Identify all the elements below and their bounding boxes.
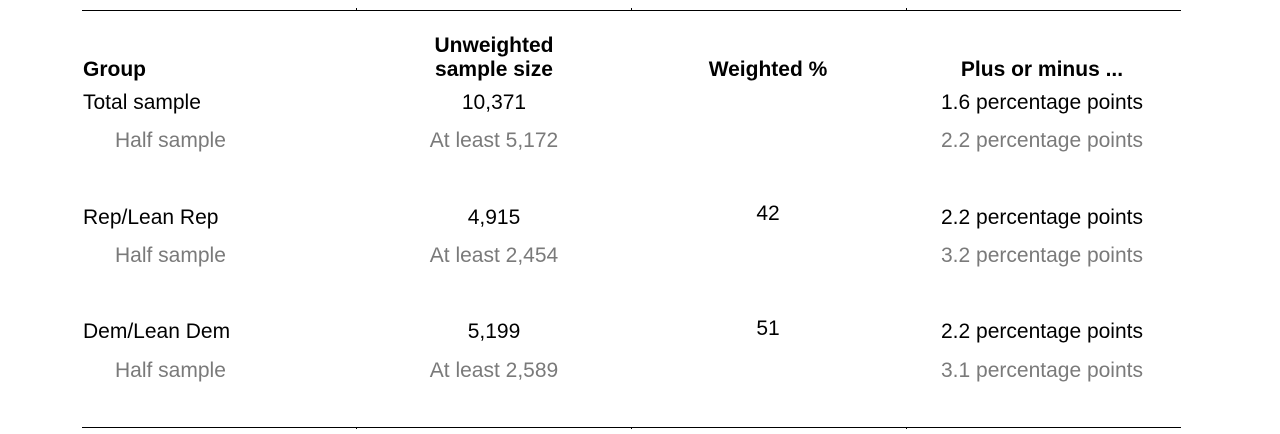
half-row-unweighted: At least 5,172 — [429, 129, 559, 152]
top-rule — [82, 10, 1181, 11]
header-group: Group — [83, 58, 146, 81]
row-unweighted: 10,371 — [461, 91, 527, 114]
half-row-group: Half sample — [115, 129, 226, 152]
row-weighted: 42 — [756, 202, 780, 225]
header-moe: Plus or minus ... — [960, 58, 1124, 81]
row-group: Total sample — [83, 91, 201, 114]
half-row-moe: 3.2 percentage points — [941, 244, 1143, 267]
row-group: Rep/Lean Rep — [83, 206, 219, 229]
header-unweighted-line2: sample size — [435, 58, 553, 81]
column-tick — [631, 427, 632, 429]
header-unweighted-line1: Unweighted — [434, 34, 554, 57]
column-tick — [631, 8, 632, 10]
row-moe: 2.2 percentage points — [941, 320, 1143, 343]
column-tick — [356, 427, 357, 429]
half-row-unweighted: At least 2,454 — [429, 244, 559, 267]
row-moe: 1.6 percentage points — [941, 91, 1143, 114]
half-row-moe: 3.1 percentage points — [941, 359, 1143, 382]
row-weighted: 51 — [756, 317, 780, 340]
half-row-moe: 2.2 percentage points — [941, 129, 1143, 152]
row-moe: 2.2 percentage points — [941, 206, 1143, 229]
row-group: Dem/Lean Dem — [83, 320, 231, 343]
column-tick — [356, 8, 357, 10]
half-row-group: Half sample — [115, 244, 226, 267]
row-unweighted: 5,199 — [467, 320, 521, 343]
header-weighted: Weighted % — [708, 58, 828, 81]
half-row-group: Half sample — [115, 359, 226, 382]
column-tick — [906, 427, 907, 429]
column-tick — [906, 8, 907, 10]
row-unweighted: 4,915 — [467, 206, 521, 229]
half-row-unweighted: At least 2,589 — [429, 359, 559, 382]
